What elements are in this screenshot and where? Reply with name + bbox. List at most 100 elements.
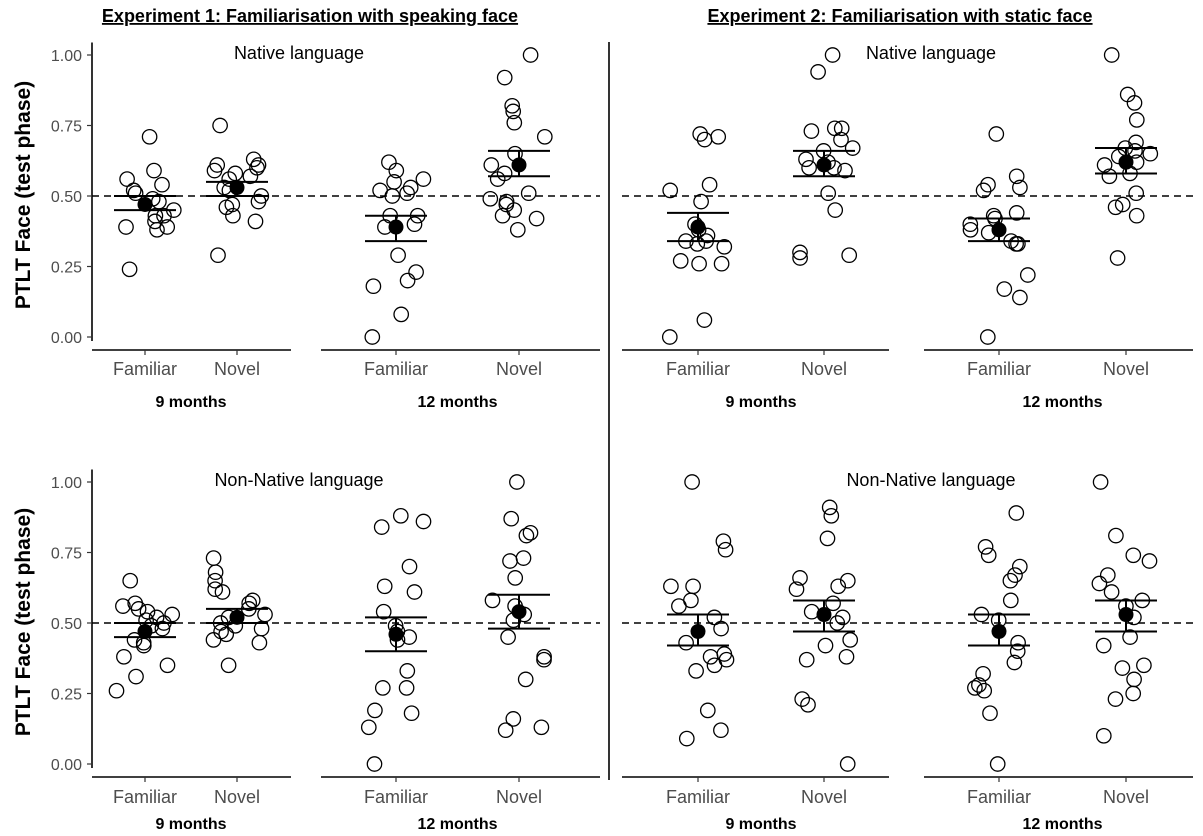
data-point bbox=[504, 97, 521, 114]
data-point bbox=[121, 261, 138, 278]
data-point bbox=[388, 162, 405, 179]
age-group-label: 9 months bbox=[155, 816, 226, 833]
mean-point bbox=[816, 157, 832, 173]
x-tick-label: Familiar bbox=[666, 787, 730, 807]
mean-point bbox=[690, 623, 706, 639]
x-tick-label: Novel bbox=[496, 787, 542, 807]
y-tick-label: 0.25 bbox=[51, 260, 82, 277]
data-point bbox=[146, 162, 162, 179]
data-point bbox=[505, 711, 522, 727]
data-point bbox=[399, 185, 415, 202]
data-point bbox=[399, 663, 416, 679]
data-point bbox=[810, 64, 826, 80]
data-point bbox=[706, 657, 723, 674]
data-point bbox=[996, 281, 1013, 297]
age-group-label: 12 months bbox=[1022, 394, 1102, 411]
data-point bbox=[817, 637, 834, 654]
data-point bbox=[381, 154, 397, 171]
data-point bbox=[839, 572, 856, 589]
data-point bbox=[962, 221, 979, 238]
data-point bbox=[678, 634, 694, 651]
data-point bbox=[376, 578, 393, 595]
data-point bbox=[126, 632, 143, 648]
data-point bbox=[489, 171, 506, 187]
data-point bbox=[975, 665, 991, 682]
data-point bbox=[975, 182, 992, 199]
data-point bbox=[980, 176, 996, 193]
data-point bbox=[792, 244, 808, 261]
data-point bbox=[702, 648, 719, 665]
data-point bbox=[962, 216, 979, 233]
y-axis-label-top: PTLT Face (test phase) bbox=[12, 81, 35, 309]
data-point bbox=[1122, 629, 1138, 645]
data-point bbox=[509, 221, 526, 238]
data-point bbox=[801, 159, 817, 176]
data-point bbox=[699, 702, 716, 719]
y-axis-label-bottom: PTLT Face (test phase) bbox=[12, 508, 35, 736]
data-point bbox=[119, 171, 135, 187]
data-point bbox=[661, 329, 678, 345]
data-point bbox=[839, 756, 856, 772]
age-group-label: 12 months bbox=[417, 816, 497, 833]
y-tick-label: 1.00 bbox=[51, 48, 82, 65]
x-tick-label: Novel bbox=[214, 787, 260, 807]
data-point bbox=[696, 131, 713, 148]
data-point bbox=[214, 584, 231, 600]
data-point bbox=[520, 185, 537, 202]
data-point bbox=[518, 527, 535, 544]
data-point bbox=[830, 578, 847, 595]
data-point bbox=[821, 499, 838, 516]
x-tick-label: Familiar bbox=[113, 359, 177, 379]
data-point bbox=[367, 702, 383, 719]
data-point bbox=[364, 329, 381, 345]
data-point bbox=[706, 609, 723, 626]
data-point bbox=[393, 306, 410, 323]
data-point bbox=[373, 519, 390, 535]
y-tick-label: 0.00 bbox=[51, 757, 82, 774]
data-point bbox=[691, 255, 707, 272]
data-point bbox=[701, 176, 718, 193]
data-point bbox=[798, 651, 815, 668]
data-point bbox=[159, 657, 176, 674]
data-point bbox=[980, 547, 997, 564]
experiment-2-title: Experiment 2: Familiarisation with stati… bbox=[707, 6, 1092, 26]
data-point bbox=[672, 253, 689, 269]
y-tick-label: 0.00 bbox=[51, 330, 82, 347]
data-point bbox=[1011, 558, 1028, 575]
data-point bbox=[210, 247, 226, 264]
data-point bbox=[788, 581, 805, 598]
data-point bbox=[819, 530, 836, 547]
data-point bbox=[505, 103, 522, 120]
mean-point bbox=[690, 219, 706, 235]
panel-title: Native language bbox=[866, 43, 996, 63]
data-point bbox=[128, 668, 144, 685]
data-point bbox=[1012, 179, 1028, 196]
data-point bbox=[209, 157, 226, 173]
data-point bbox=[1010, 634, 1026, 651]
data-point bbox=[374, 680, 391, 696]
data-point bbox=[716, 238, 733, 255]
x-tick-label: Familiar bbox=[666, 359, 730, 379]
data-point bbox=[360, 719, 377, 736]
data-point bbox=[715, 533, 732, 550]
data-point bbox=[1092, 474, 1109, 490]
data-point bbox=[1128, 207, 1145, 224]
data-point bbox=[1101, 168, 1118, 185]
data-point bbox=[976, 682, 993, 699]
data-point bbox=[820, 185, 837, 202]
panel-1: Native language Familiar Novel 9 months Fami… bbox=[622, 43, 1193, 411]
data-point bbox=[1008, 168, 1025, 185]
data-point bbox=[154, 176, 170, 193]
data-point bbox=[164, 606, 181, 623]
data-point bbox=[141, 128, 158, 145]
mean-point bbox=[1118, 154, 1134, 170]
data-point bbox=[497, 722, 514, 739]
data-point bbox=[1019, 267, 1036, 283]
data-point bbox=[1126, 95, 1143, 111]
data-point bbox=[251, 634, 268, 651]
data-point bbox=[212, 117, 228, 134]
data-point bbox=[693, 193, 709, 210]
data-point bbox=[1128, 185, 1145, 202]
data-point bbox=[482, 190, 499, 207]
